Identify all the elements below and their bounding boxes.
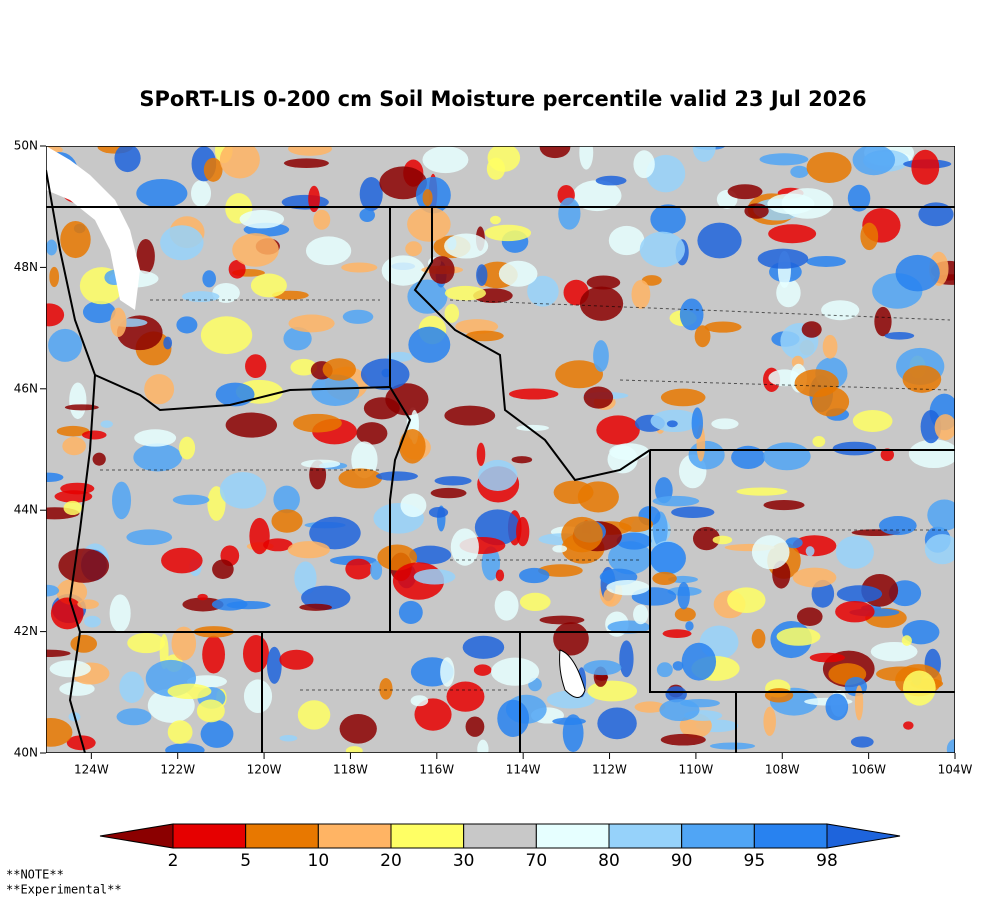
lon-tick-label: 110W: [679, 763, 714, 777]
lon-tick-label: 112W: [592, 763, 627, 777]
colorbar-label: 98: [816, 851, 838, 871]
lat-tick-label: 46N: [14, 381, 38, 395]
lat-tick-label: 50N: [14, 139, 38, 153]
colorbar-box: [535, 823, 610, 849]
colorbar-box: [172, 823, 247, 849]
lon-tick-label: 116W: [419, 763, 454, 777]
map-title: SPoRT-LIS 0-200 cm Soil Moisture percent…: [139, 87, 866, 111]
water: [46, 146, 140, 310]
note: **Experimental**: [6, 883, 122, 897]
lon-tick-label: 120W: [247, 763, 282, 777]
lon-tick-label: 118W: [333, 763, 368, 777]
map-area: [46, 146, 955, 753]
lat-tick-label: 42N: [14, 624, 38, 638]
colorbar-label: 2: [168, 851, 179, 871]
soil-moisture-field: [46, 146, 955, 753]
lon-tick-label: 108W: [765, 763, 800, 777]
colorbar-label: 95: [744, 851, 766, 871]
axis-ticks: 124W 122W 120W 118W 116W 114W 112W 110W 108W 106W…: [14, 139, 973, 777]
lon-tick-label: 122W: [160, 763, 195, 777]
colorbar-box: [463, 823, 537, 849]
state-borders: [46, 169, 955, 753]
colorbar-label: 70: [526, 851, 548, 871]
lon-tick-label: 124W: [74, 763, 109, 777]
colorbar-box: [753, 823, 828, 849]
colorbar-label: 80: [598, 851, 620, 871]
lake: [559, 649, 586, 698]
lat-tick-label: 44N: [14, 503, 38, 517]
colorbar-box: [317, 823, 392, 849]
colorbar-label: 10: [308, 851, 330, 871]
lon-tick-label: 106W: [851, 763, 886, 777]
colorbar-label: 5: [240, 851, 251, 871]
colorbar-box: [681, 823, 755, 849]
colorbar-label: 90: [671, 851, 693, 871]
note: **NOTE**: [6, 868, 64, 882]
colorbar-box: [245, 823, 319, 849]
colorbar-box: [608, 823, 683, 849]
colorbar-label: 20: [380, 851, 402, 871]
colorbar: 2 5 10 20 30 70 80 90 95 98: [99, 823, 901, 871]
lon-tick-label: 114W: [506, 763, 541, 777]
colorbar-box: [390, 823, 465, 849]
lon-tick-label: 104W: [938, 763, 973, 777]
colorbar-end: [99, 823, 174, 849]
lat-tick-label: 40N: [14, 746, 38, 760]
lat-tick-label: 48N: [14, 260, 38, 274]
colorbar-end: [826, 823, 901, 849]
colorbar-label: 30: [453, 851, 475, 871]
